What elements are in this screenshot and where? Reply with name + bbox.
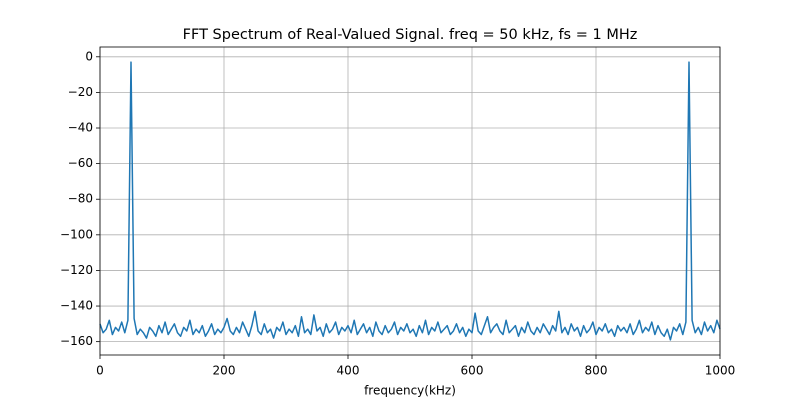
- y-tick-label: −20: [68, 85, 93, 99]
- x-tick-label: 600: [461, 364, 484, 378]
- x-tick-label: 0: [96, 364, 104, 378]
- y-tick-label: −140: [60, 299, 93, 313]
- plot-frame: [99, 46, 721, 356]
- y-tick-label: −120: [60, 263, 93, 277]
- y-tick-label: −100: [60, 227, 93, 241]
- y-tick-label: 0: [85, 49, 93, 63]
- x-tick-label: 200: [213, 364, 236, 378]
- chart-title: FFT Spectrum of Real-Valued Signal. freq…: [183, 27, 638, 43]
- y-tick-label: −60: [68, 156, 93, 170]
- x-axis-label: frequency(kHz): [364, 384, 456, 398]
- y-tick-label: −160: [60, 334, 93, 348]
- x-tick-label: 1000: [705, 364, 736, 378]
- series-line: [99, 61, 721, 341]
- x-tick-label: 800: [585, 364, 608, 378]
- x-tick-label: 400: [337, 364, 360, 378]
- y-tick-label: −40: [68, 121, 93, 135]
- y-tick-label: −80: [68, 192, 93, 206]
